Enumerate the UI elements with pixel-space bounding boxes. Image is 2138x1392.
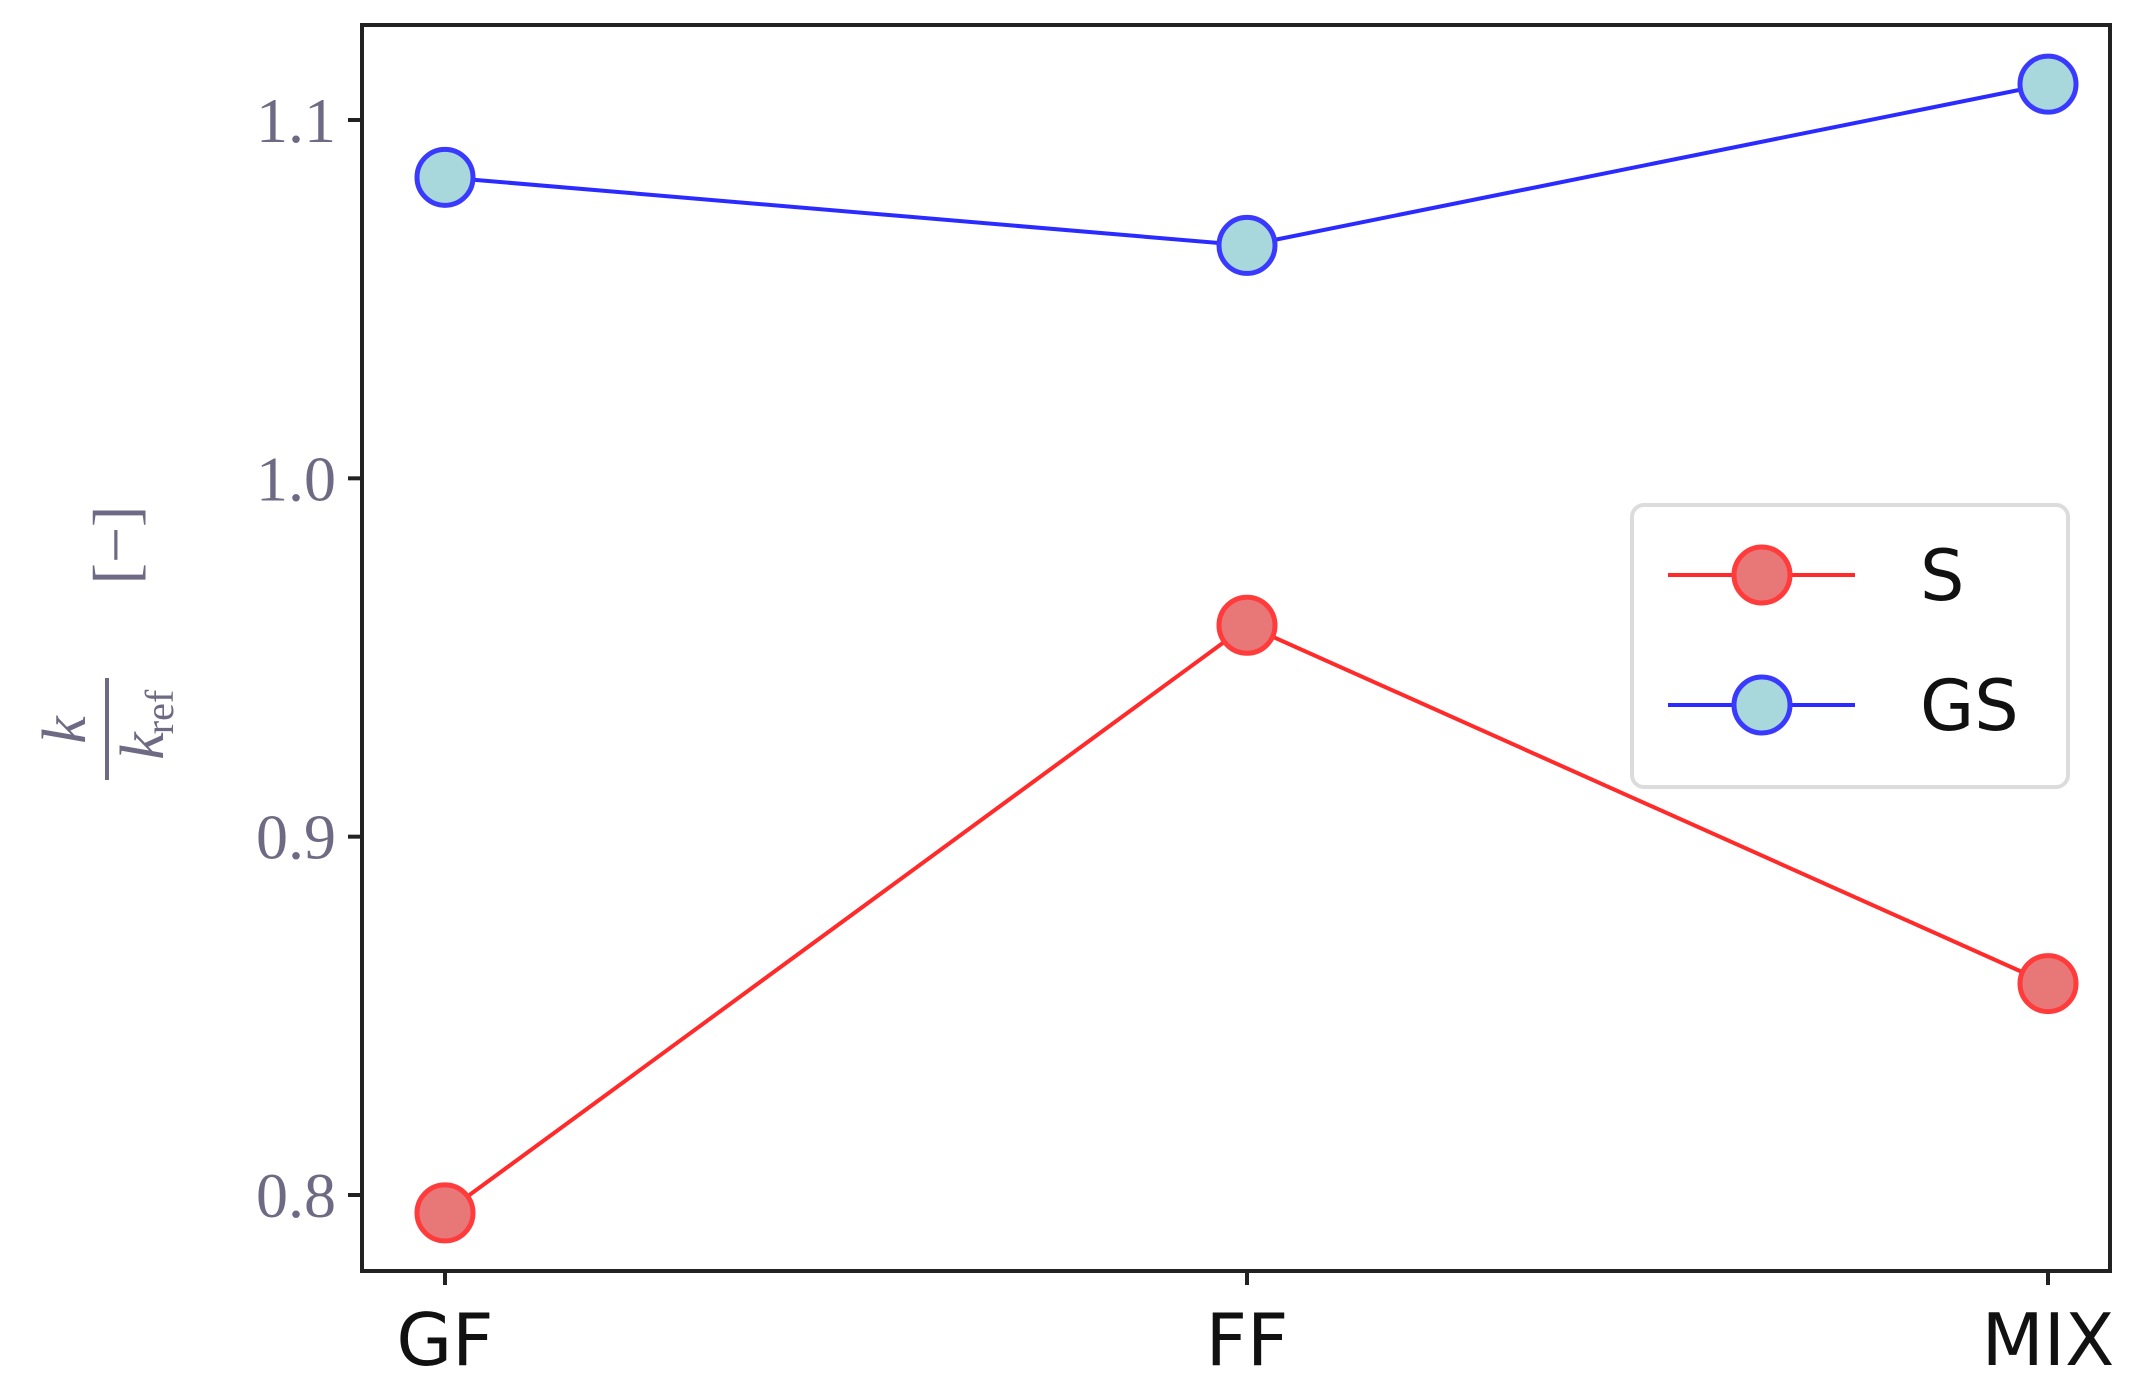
y-axis-label-unit: [−] <box>80 506 151 585</box>
y-tick-label: 0.9 <box>256 802 336 873</box>
x-tick-label: GF <box>396 1298 493 1382</box>
y-tick-label: 0.8 <box>256 1160 336 1231</box>
data-point-s <box>414 1182 476 1244</box>
y-axis-label: k k ref [−] <box>31 506 182 780</box>
plot-frame <box>360 23 2112 1273</box>
y-tick-label: 1.0 <box>256 443 336 514</box>
legend-label-s: S <box>1920 535 1964 617</box>
y-axis-label-numerator: k <box>31 715 99 744</box>
data-point-gs <box>2017 53 2079 115</box>
data-point-gs <box>1216 214 1278 276</box>
data-point-s <box>2017 953 2079 1015</box>
x-tick-label: MIX <box>1982 1298 2115 1382</box>
series-layer <box>414 53 2079 1244</box>
legend: S GS <box>1630 503 2070 789</box>
y-axis-label-denominator: k <box>109 731 177 760</box>
legend-marker-s <box>1731 544 1793 606</box>
data-point-gs <box>414 146 476 208</box>
legend-label-gs: GS <box>1920 665 2019 747</box>
y-tick-label: 1.1 <box>256 85 336 156</box>
legend-marker-gs <box>1731 674 1793 736</box>
y-axis-label-denominator-sub: ref <box>137 689 182 734</box>
data-point-s <box>1216 594 1278 656</box>
x-tick-label: FF <box>1206 1298 1289 1382</box>
axis-ticks: 0.8 0.9 1.0 1.1 GF FF MIX <box>256 85 2114 1382</box>
